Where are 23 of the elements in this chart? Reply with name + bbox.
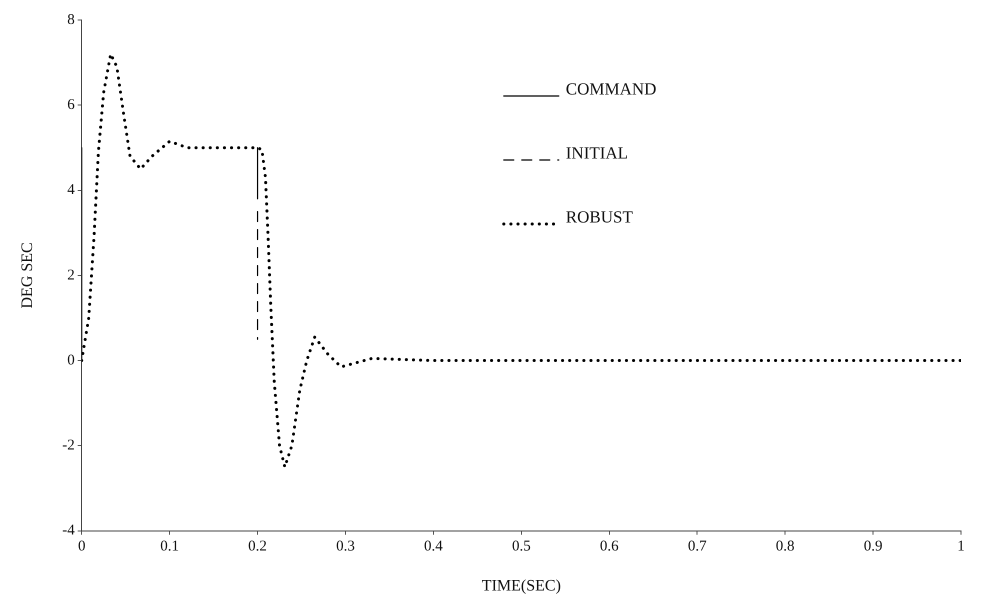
y-tick-label: 2 xyxy=(67,267,75,284)
x-tick-label: 0 xyxy=(78,538,86,555)
x-tick-label: 0.4 xyxy=(424,538,444,555)
y-tick-label: -4 xyxy=(62,522,76,539)
y-tick-label: 4 xyxy=(67,182,76,198)
x-tick-label: 0.7 xyxy=(688,538,708,555)
x-tick-label: 0.1 xyxy=(160,538,179,555)
legend-label: COMMAND xyxy=(566,79,656,98)
y-tick-label: -2 xyxy=(62,438,75,454)
x-tick-label: 0.8 xyxy=(776,538,795,555)
x-axis-title: TIME(SEC) xyxy=(482,578,561,595)
x-tick-label: 0.2 xyxy=(248,538,267,555)
y-tick-label: 8 xyxy=(67,12,75,28)
y-tick-label: 0 xyxy=(67,352,75,368)
y-tick-label: 6 xyxy=(67,97,76,114)
x-tick-label: 0.5 xyxy=(512,538,531,555)
x-tick-label: 0.3 xyxy=(336,538,355,555)
x-tick-label: 0.9 xyxy=(864,538,882,555)
x-tick-label: 0.6 xyxy=(600,538,620,555)
legend-label: ROBUST xyxy=(566,207,634,226)
y-axis-title: DEG SEC xyxy=(18,242,36,309)
legend-label: INITIAL xyxy=(566,143,628,162)
x-tick-label: 1 xyxy=(957,538,965,555)
